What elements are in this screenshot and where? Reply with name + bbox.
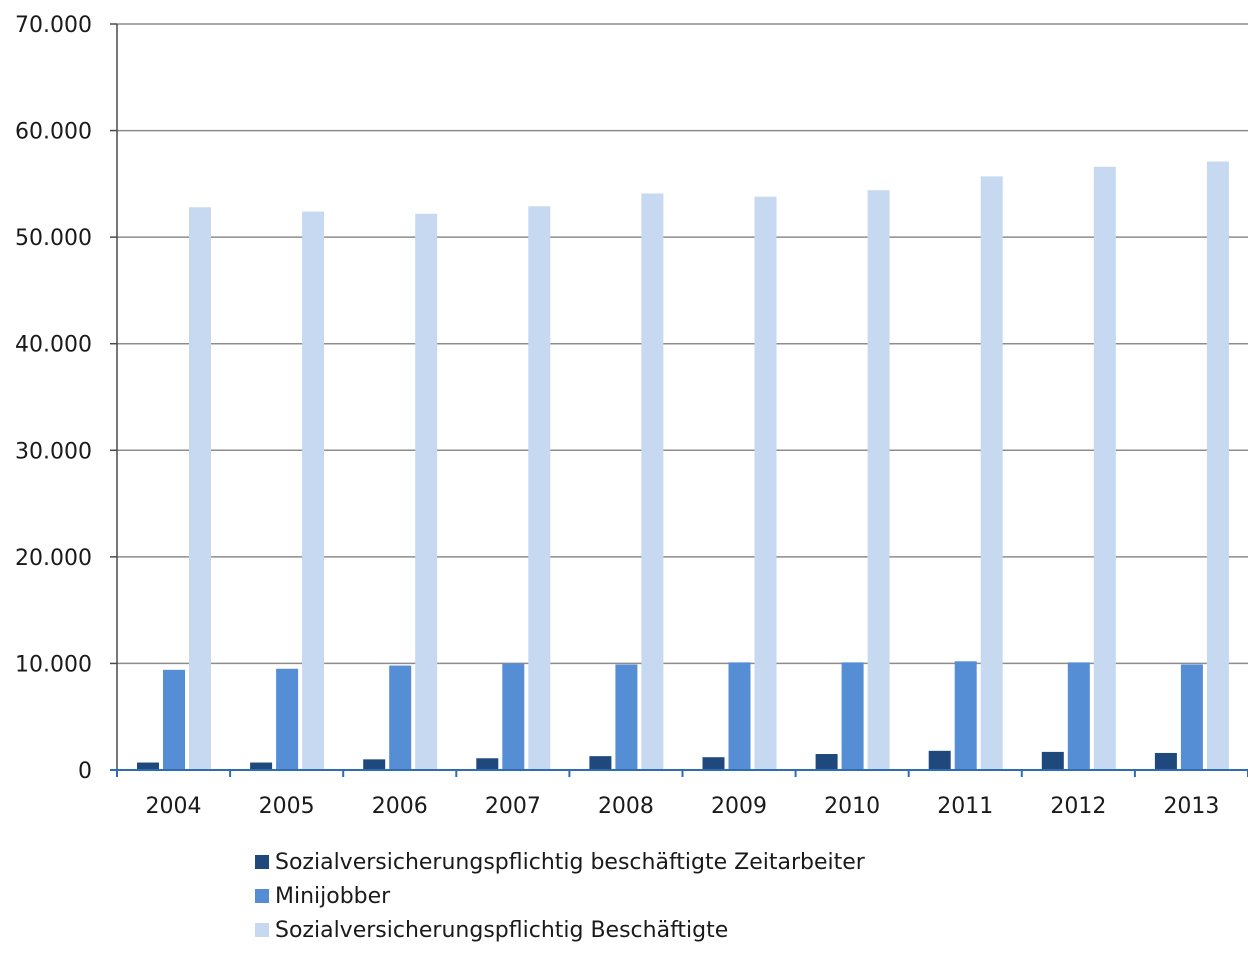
- bar-1-2009: [729, 662, 751, 770]
- legend-label-zeitarbeiter: Sozialversicherungspflichtig beschäftigt…: [275, 850, 865, 875]
- y-tick-label: 10.000: [15, 652, 92, 677]
- legend-item-beschaeftigte: Sozialversicherungspflichtig Beschäftigt…: [255, 913, 865, 947]
- bar-1-2010: [842, 662, 864, 770]
- bar-2-2004: [189, 207, 211, 770]
- bar-1-2005: [276, 669, 298, 770]
- legend-swatch-minijobber: [255, 889, 269, 903]
- bar-1-2004: [163, 670, 185, 770]
- bar-1-2011: [955, 661, 977, 770]
- bar-0-2008: [589, 756, 611, 770]
- bar-0-2012: [1042, 752, 1064, 770]
- legend-label-minijobber: Minijobber: [275, 884, 390, 909]
- y-tick-label: 20.000: [15, 546, 92, 571]
- y-tick-label: 60.000: [15, 120, 92, 145]
- bar-2-2007: [528, 206, 550, 770]
- bar-2-2006: [415, 214, 437, 770]
- y-tick-label: 40.000: [15, 333, 92, 358]
- bar-2-2008: [641, 193, 663, 770]
- bar-2-2012: [1094, 167, 1116, 770]
- x-tick-label: 2006: [372, 794, 428, 819]
- y-tick-label: 50.000: [15, 226, 92, 251]
- legend-swatch-beschaeftigte: [255, 923, 269, 937]
- legend-swatch-zeitarbeiter: [255, 855, 269, 869]
- x-tick-label: 2010: [824, 794, 880, 819]
- bar-0-2007: [476, 758, 498, 770]
- bar-0-2013: [1155, 753, 1177, 770]
- chart-plot: 0 10.000 20.000 30.000 40.000 50.000 60.000 70.…: [0, 0, 1248, 840]
- y-tick-label: 0: [78, 759, 92, 784]
- bar-1-2008: [615, 664, 637, 770]
- bar-0-2004: [137, 763, 159, 770]
- legend: Sozialversicherungspflichtig beschäftigt…: [255, 845, 865, 947]
- bar-0-2006: [363, 759, 385, 770]
- x-tick-label: 2008: [598, 794, 654, 819]
- bar-0-2010: [816, 754, 838, 770]
- x-tick-label: 2012: [1050, 794, 1106, 819]
- legend-item-zeitarbeiter: Sozialversicherungspflichtig beschäftigt…: [255, 845, 865, 879]
- bar-2-2005: [302, 212, 324, 770]
- legend-label-beschaeftigte: Sozialversicherungspflichtig Beschäftigt…: [275, 918, 728, 943]
- x-tick-label: 2009: [711, 794, 767, 819]
- x-tick-label: 2004: [146, 794, 202, 819]
- bar-1-2007: [502, 663, 524, 770]
- bar-1-2012: [1068, 662, 1090, 770]
- bar-2-2010: [868, 190, 890, 770]
- bar-0-2011: [929, 751, 951, 770]
- y-tick-label: 30.000: [15, 439, 92, 464]
- x-tick-label: 2013: [1163, 794, 1219, 819]
- bar-1-2013: [1181, 664, 1203, 770]
- bar-2-2011: [981, 176, 1003, 770]
- bar-1-2006: [389, 666, 411, 770]
- x-tick-label: 2005: [259, 794, 315, 819]
- legend-item-minijobber: Minijobber: [255, 879, 865, 913]
- bar-0-2005: [250, 763, 272, 770]
- bar-2-2009: [755, 197, 777, 770]
- y-tick-label: 70.000: [15, 13, 92, 38]
- x-tick-label: 2007: [485, 794, 541, 819]
- x-tick-label: 2011: [937, 794, 993, 819]
- bar-0-2009: [703, 757, 725, 770]
- bar-2-2013: [1207, 161, 1229, 770]
